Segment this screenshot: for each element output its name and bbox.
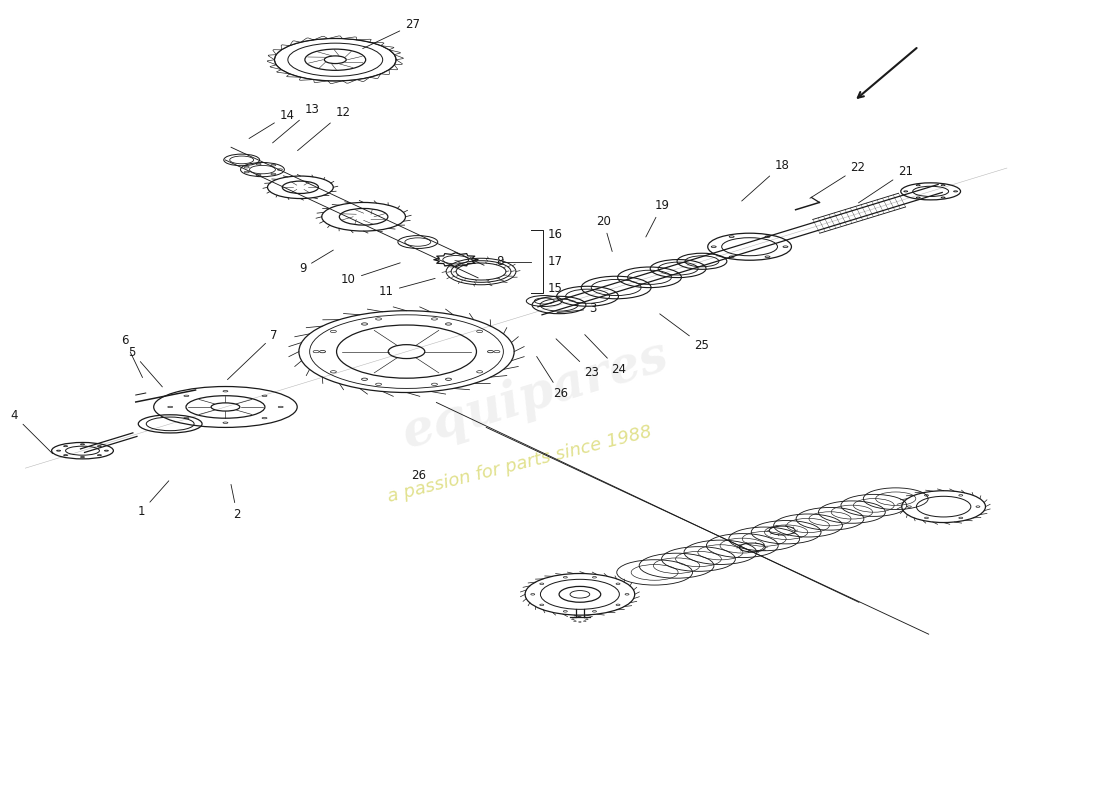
Text: 9: 9 [299, 250, 333, 275]
Text: 16: 16 [548, 228, 563, 241]
Text: 21: 21 [858, 165, 913, 203]
Text: 6: 6 [121, 334, 143, 378]
Text: 1: 1 [138, 481, 168, 518]
Text: 20: 20 [596, 214, 613, 251]
Text: 25: 25 [660, 314, 710, 351]
Text: 19: 19 [646, 199, 670, 237]
Text: 3: 3 [557, 302, 596, 315]
Text: 26: 26 [411, 469, 427, 482]
Text: a passion for parts since 1988: a passion for parts since 1988 [386, 423, 654, 506]
Text: 24: 24 [585, 334, 626, 376]
Text: 13: 13 [273, 103, 319, 143]
Text: 11: 11 [379, 278, 436, 298]
Text: 10: 10 [341, 263, 400, 286]
Text: 18: 18 [741, 158, 790, 201]
Text: 22: 22 [810, 162, 866, 198]
Text: equipares: equipares [396, 331, 674, 458]
Text: 23: 23 [556, 339, 598, 379]
Text: 8: 8 [496, 255, 504, 268]
Text: 26: 26 [537, 357, 568, 401]
Text: 2: 2 [231, 485, 241, 521]
Text: 7: 7 [228, 329, 278, 380]
Text: 14: 14 [249, 109, 295, 138]
Text: 12: 12 [297, 106, 350, 150]
Text: 17: 17 [548, 255, 563, 268]
Text: 27: 27 [363, 18, 420, 49]
Text: 4: 4 [11, 410, 53, 454]
Text: 5: 5 [129, 346, 163, 387]
Text: 15: 15 [548, 282, 563, 295]
